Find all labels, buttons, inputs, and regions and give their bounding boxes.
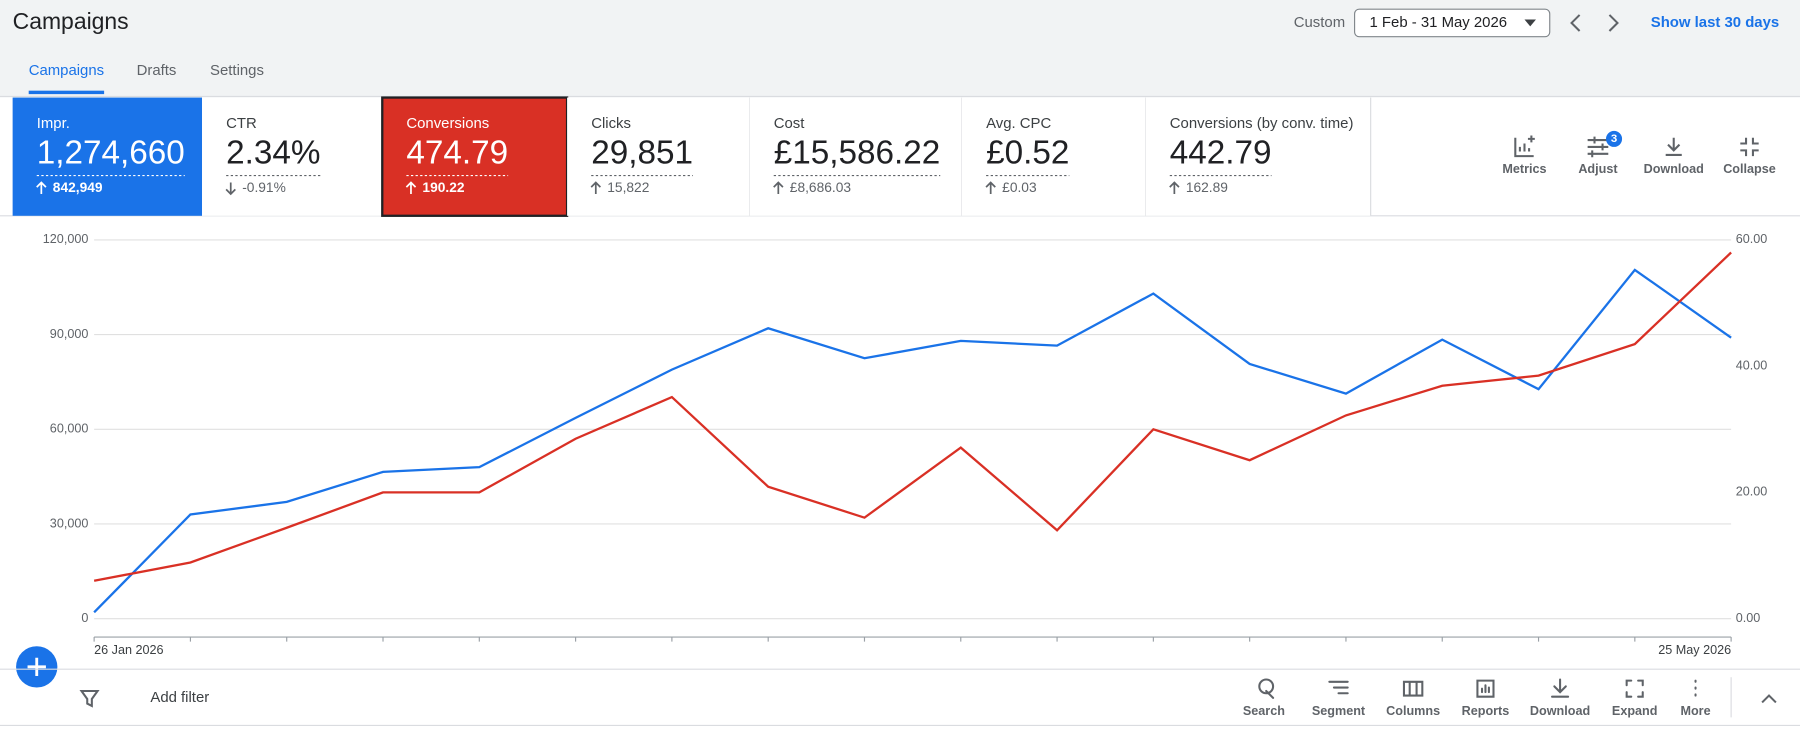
date-picker[interactable] bbox=[1354, 8, 1551, 38]
series-line bbox=[93, 251, 1732, 582]
metric-label: CTR bbox=[226, 115, 257, 132]
metric-change: 162.89 bbox=[1186, 180, 1228, 195]
x-tick-label: 26 Jan 2026 bbox=[94, 643, 163, 657]
metric-label: Avg. CPC bbox=[986, 115, 1051, 132]
metric-value: £0.52 bbox=[986, 135, 1069, 172]
change-arrow bbox=[405, 181, 417, 194]
metric-label: Clicks bbox=[591, 115, 631, 132]
change-arrow bbox=[1169, 181, 1180, 194]
metric-card[interactable] bbox=[749, 97, 962, 216]
metric-value: £15,586.22 bbox=[774, 135, 941, 172]
tool-icon[interactable] bbox=[1328, 680, 1349, 695]
metric-change: 15,822 bbox=[607, 180, 649, 195]
y2-tick-label: 20.00 bbox=[1736, 485, 1768, 499]
metric-change: -0.91% bbox=[242, 180, 286, 195]
metric-label: Cost bbox=[774, 115, 806, 132]
action-label[interactable]: Adjust bbox=[1578, 162, 1618, 176]
tool-label[interactable]: Reports bbox=[1462, 704, 1510, 718]
tool-label[interactable]: More bbox=[1680, 704, 1710, 718]
date-range[interactable]: 1 Feb - 31 May 2026 bbox=[1370, 14, 1508, 31]
y-tick-label: 120,000 bbox=[43, 232, 89, 246]
tool-icon[interactable] bbox=[1551, 678, 1570, 698]
metric-card[interactable] bbox=[202, 97, 383, 216]
add-filter[interactable]: Add filter bbox=[150, 689, 209, 706]
filter-icon[interactable] bbox=[79, 689, 100, 708]
metric-card[interactable] bbox=[12, 97, 203, 216]
action-icon[interactable] bbox=[1740, 137, 1759, 157]
action-label[interactable]: Metrics bbox=[1502, 162, 1546, 176]
page-title: Campaigns bbox=[13, 8, 129, 34]
metric-value: 2.34% bbox=[226, 135, 320, 172]
tool-icon[interactable] bbox=[1402, 680, 1424, 697]
change-arrow bbox=[36, 181, 47, 194]
badge-count: 3 bbox=[1611, 133, 1617, 145]
y2-tick-label: 0.00 bbox=[1736, 611, 1761, 625]
metric-card[interactable] bbox=[567, 97, 750, 216]
series-line bbox=[93, 268, 1732, 614]
tool-icon[interactable] bbox=[1625, 679, 1644, 698]
tab[interactable]: Settings bbox=[210, 62, 264, 79]
action-label[interactable]: Collapse bbox=[1723, 162, 1776, 176]
tool-label[interactable]: Columns bbox=[1386, 704, 1440, 718]
metric-change: 190.22 bbox=[422, 180, 464, 195]
metric-change: £8,686.03 bbox=[790, 180, 852, 195]
metric-card[interactable] bbox=[1145, 97, 1371, 216]
change-arrow bbox=[225, 182, 236, 196]
dropdown-arrow bbox=[1524, 19, 1536, 27]
tab[interactable]: Drafts bbox=[137, 62, 177, 79]
badge bbox=[1605, 130, 1623, 147]
tool-label[interactable]: Download bbox=[1530, 704, 1590, 718]
metric-label: Conversions (by conv. time) bbox=[1170, 115, 1354, 132]
date-label: Custom bbox=[1294, 14, 1345, 31]
tab[interactable]: Campaigns bbox=[29, 62, 104, 79]
metric-card[interactable] bbox=[961, 97, 1146, 216]
metric-value: 1,274,660 bbox=[37, 135, 185, 172]
tool-label[interactable]: Search bbox=[1243, 704, 1285, 718]
y-tick-label: 90,000 bbox=[50, 327, 89, 341]
action-icon[interactable] bbox=[1587, 136, 1609, 158]
tool-label[interactable]: Expand bbox=[1612, 704, 1658, 718]
y-tick-label: 0 bbox=[81, 611, 88, 625]
metric-change: 842,949 bbox=[53, 180, 103, 195]
collapse-toolbar[interactable] bbox=[1761, 694, 1777, 704]
metric-change: £0.03 bbox=[1002, 180, 1037, 195]
next-button[interactable] bbox=[1608, 14, 1619, 32]
show-last-link[interactable]: Show last 30 days bbox=[1651, 14, 1779, 31]
metric-value: 474.79 bbox=[406, 135, 508, 172]
tool-icon[interactable] bbox=[1476, 679, 1495, 698]
metric-value: 442.79 bbox=[1170, 135, 1272, 172]
prev-button[interactable] bbox=[1570, 14, 1581, 32]
metric-label: Impr. bbox=[37, 115, 70, 132]
action-icon[interactable] bbox=[1514, 135, 1535, 158]
change-arrow bbox=[590, 181, 601, 194]
y-tick-label: 60,000 bbox=[50, 422, 89, 436]
change-arrow bbox=[985, 181, 996, 194]
change-arrow bbox=[773, 181, 784, 194]
x-tick-label: 25 May 2026 bbox=[1658, 643, 1731, 657]
tool-label[interactable]: Segment bbox=[1312, 704, 1366, 718]
metric-label: Conversions bbox=[406, 115, 489, 132]
action-label[interactable]: Download bbox=[1644, 162, 1704, 176]
tab-indicator bbox=[28, 90, 105, 95]
y-tick-label: 30,000 bbox=[50, 516, 89, 530]
add-icon bbox=[27, 657, 46, 677]
y2-tick-label: 40.00 bbox=[1736, 358, 1768, 372]
tool-icon[interactable] bbox=[1258, 678, 1275, 699]
metric-value: 29,851 bbox=[591, 135, 693, 172]
y2-tick-label: 60.00 bbox=[1736, 232, 1768, 246]
action-icon[interactable] bbox=[1665, 137, 1682, 156]
